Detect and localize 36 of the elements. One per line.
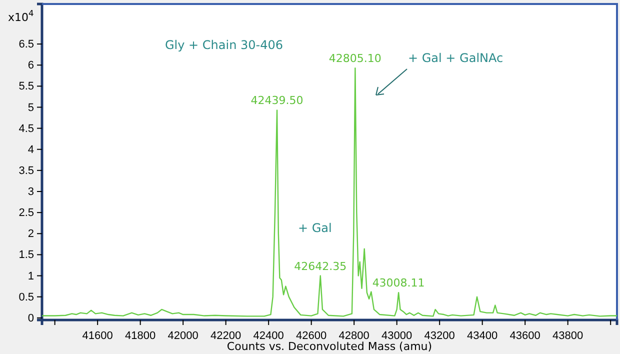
x-axis-title: Counts vs. Deconvoluted Mass (amu) (226, 340, 432, 353)
y-tick-label: 5 (28, 102, 34, 114)
x-tick-label: 43400 (467, 330, 498, 342)
y-tick-label: 1 (28, 270, 34, 282)
y-tick-label: 4.5 (18, 122, 34, 135)
annotation: Gly + Chain 30-406 (165, 38, 284, 52)
x-tick-label: 41800 (125, 330, 156, 342)
annotation: 42642.35 (294, 260, 347, 273)
annotation: 42439.50 (250, 94, 304, 108)
y-tick-label: 0 (28, 312, 34, 324)
x-tick-label: 42600 (296, 330, 327, 342)
x-tick-label: 42200 (210, 330, 242, 342)
x-tick-label: 43200 (424, 330, 455, 342)
x-tick-label: 41600 (82, 330, 113, 342)
line-series (41, 67, 618, 317)
y-tick-label: 2 (28, 228, 34, 240)
y-tick-label: 5.5 (18, 80, 34, 93)
annotation: + Gal (298, 221, 332, 235)
y-tick-label: 3 (28, 186, 34, 198)
y-tick-label: 1.5 (18, 249, 34, 262)
annotation: 43008.11 (372, 276, 425, 290)
y-tick-label: 6 (28, 60, 34, 72)
y-tick-label: 3.5 (18, 164, 34, 177)
x-tick-label: 43000 (382, 330, 412, 342)
y-tick-label: 0.5 (18, 291, 34, 304)
x-tick-label: 42800 (338, 330, 370, 342)
y-axis-title: x10$^{4}$ (8, 8, 34, 24)
y-tick-label: 4 (28, 144, 34, 156)
x-tick-label: 42400 (253, 330, 284, 342)
x-tick-label: 42000 (168, 330, 198, 342)
annotation: + Gal + GalNAc (408, 51, 504, 65)
x-tick-label: 43600 (510, 330, 540, 342)
y-tick-label: 2.5 (18, 207, 34, 220)
x-tick-label: 43800 (552, 330, 584, 342)
y-tick-label: 6.5 (18, 38, 34, 51)
annotation: 42805.10 (328, 52, 382, 66)
